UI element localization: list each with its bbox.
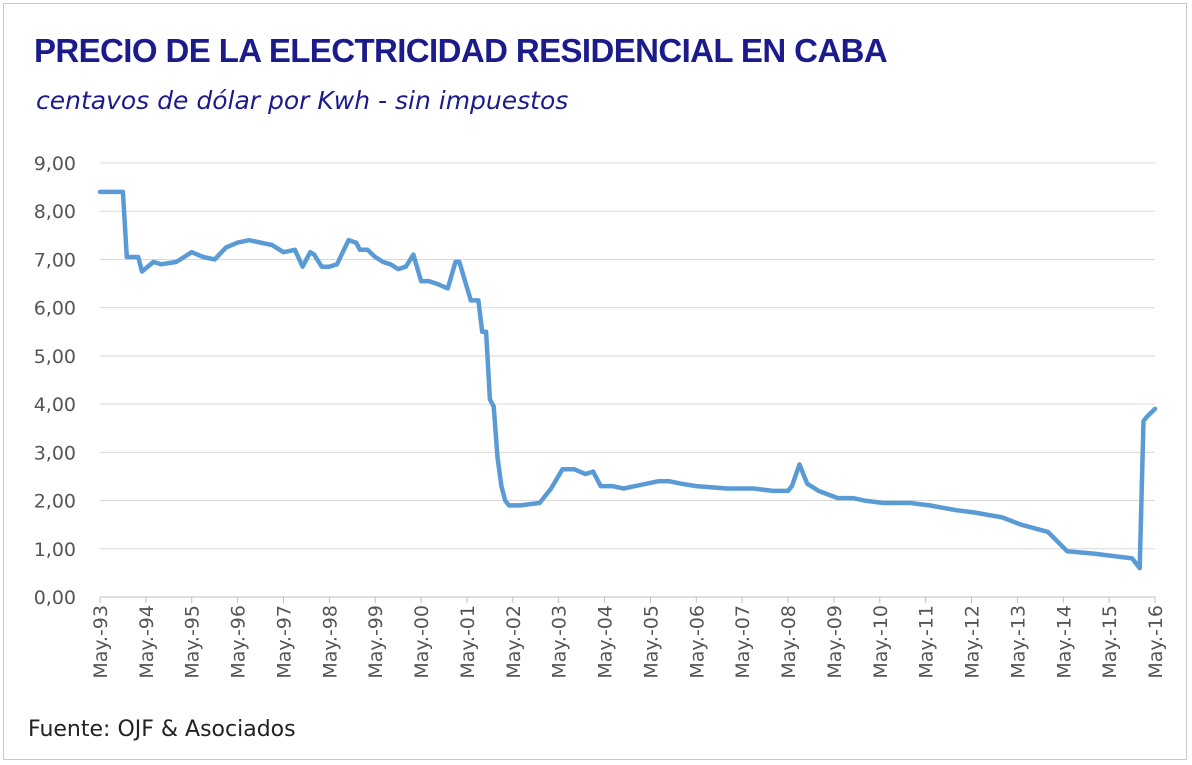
x-tick-label: May.-09 [824, 605, 846, 679]
x-tick-label: May.-98 [319, 605, 341, 679]
x-tick-label: May.-06 [686, 605, 708, 679]
y-tick-label: 4,00 [34, 394, 76, 416]
x-tick-label: May.-08 [778, 605, 800, 679]
x-tick-label: May.-07 [732, 605, 754, 679]
y-tick-label: 6,00 [34, 298, 76, 320]
x-tick-label: May.-10 [870, 605, 892, 679]
chart-subtitle: centavos de dólar por Kwh - sin impuesto… [36, 86, 569, 115]
y-tick-label: 0,00 [34, 587, 76, 609]
x-tick-label: May.-02 [503, 605, 525, 679]
y-tick-label: 9,00 [34, 153, 76, 175]
y-tick-label: 7,00 [34, 249, 76, 271]
y-tick-label: 2,00 [34, 491, 76, 513]
x-tick-label: May.-12 [962, 605, 984, 679]
x-tick-label: May.-05 [640, 605, 662, 679]
x-tick-label: May.-03 [549, 605, 571, 679]
plot-area [97, 189, 1158, 571]
x-tick-label: May.-96 [228, 605, 250, 679]
x-tick-label: May.-14 [1053, 605, 1075, 679]
x-axis: May.-93 May.-94 May.-95 May.-96 May.-97 May.-… [90, 597, 1167, 679]
grid-lines [100, 162, 1155, 598]
x-tick-label: May.-00 [411, 605, 433, 679]
x-tick-label: May.-01 [457, 605, 479, 679]
x-tick-label: May.-95 [182, 605, 204, 679]
x-tick-label: May.-16 [1145, 605, 1167, 679]
price-series-line [97, 189, 1158, 571]
y-axis: 0,00 1,00 2,00 3,00 4,00 5,00 6,00 7,00 8,00 9,00 [34, 153, 76, 609]
chart-title: PRECIO DE LA ELECTRICIDAD RESIDENCIAL EN… [34, 32, 888, 69]
x-tick-label: May.-11 [916, 605, 938, 679]
x-tick-label: May.-13 [1007, 605, 1029, 679]
chart-frame [3, 3, 1187, 760]
y-tick-label: 8,00 [34, 201, 76, 223]
x-tick-label: May.-94 [136, 605, 158, 679]
y-tick-label: 1,00 [34, 539, 76, 561]
x-tick-label: May.-04 [595, 605, 617, 679]
x-tick-label: May.-97 [273, 605, 295, 679]
source-note: Fuente: OJF & Asociados [28, 717, 296, 742]
y-tick-label: 5,00 [34, 346, 76, 368]
x-tick-label: May.-15 [1099, 605, 1121, 679]
y-tick-label: 3,00 [34, 442, 76, 464]
x-tick-label: May.-99 [365, 605, 387, 679]
x-tick-label: May.-93 [90, 605, 112, 679]
